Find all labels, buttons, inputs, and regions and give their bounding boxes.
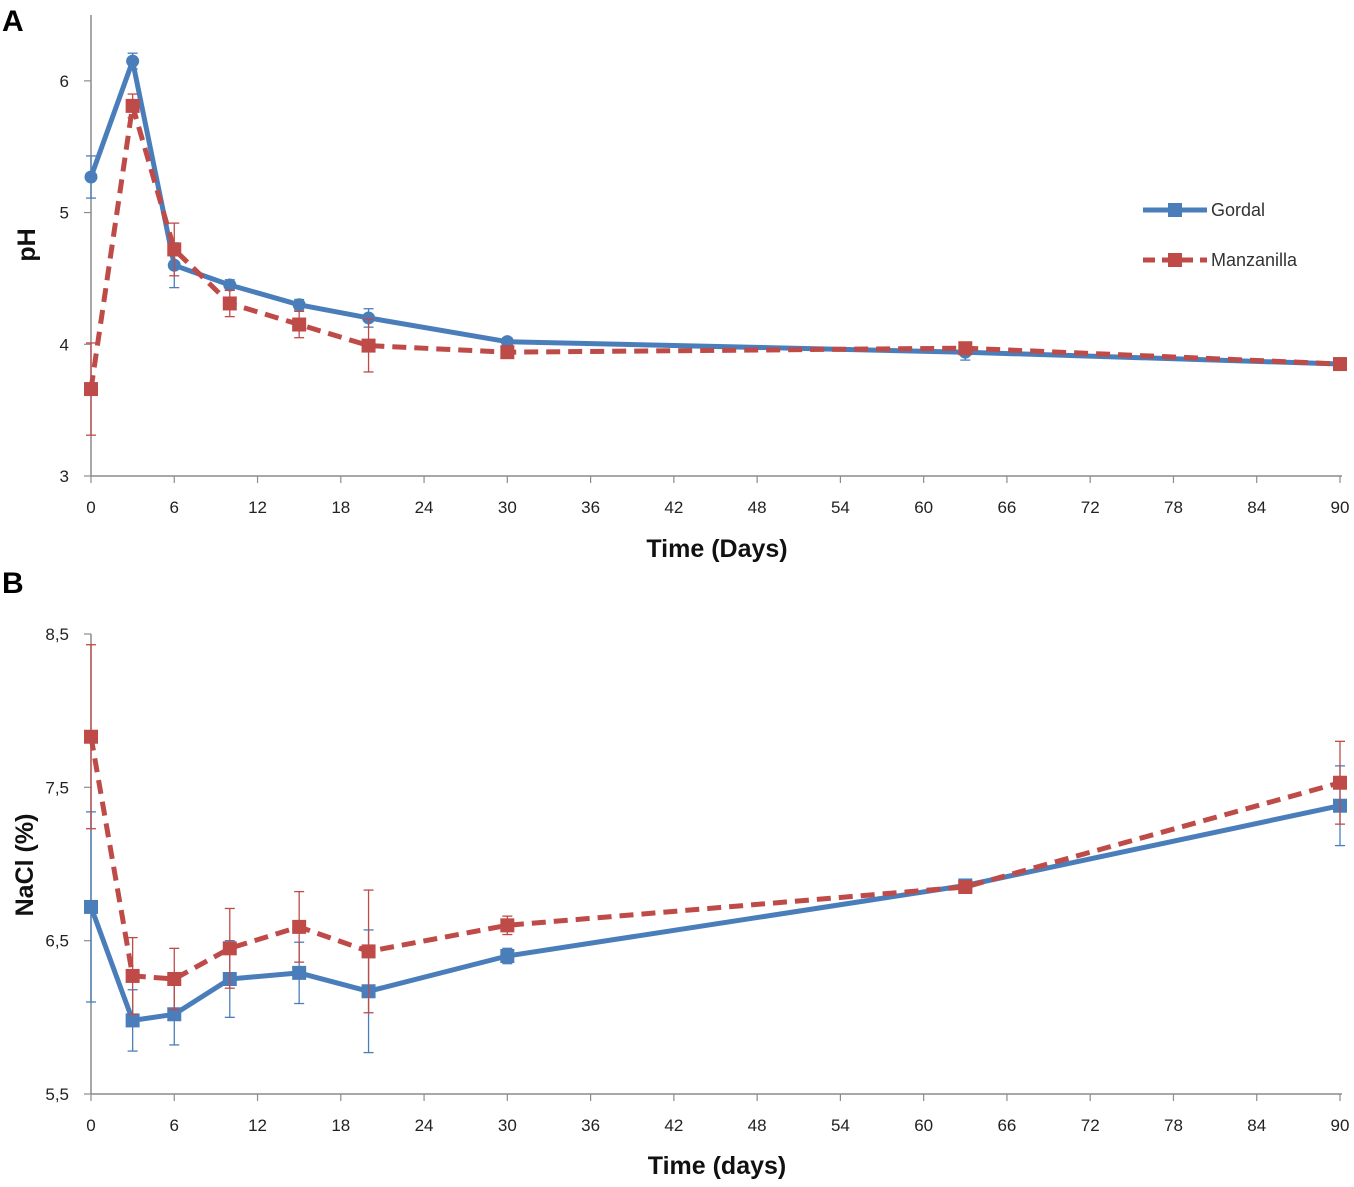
series-line-manzanilla	[88, 736, 1341, 982]
x-tick-label: 12	[248, 498, 267, 517]
panel-b-x-ticks: 0 6 12 18 24 30 36 42 48 54 60 66 72 78 84 90	[86, 1094, 1349, 1135]
legend-marker-manzanilla	[1168, 253, 1182, 267]
panel-a-axes	[90, 15, 1342, 477]
data-point-manzanilla	[84, 382, 98, 397]
x-tick-label: 30	[498, 1116, 517, 1135]
x-tick-label: 78	[1164, 498, 1183, 517]
panel-b-y-ticks: 5,5 6,5 7,5 8,5	[45, 625, 91, 1104]
x-tick-label: 60	[914, 1116, 933, 1135]
data-point-manzanilla	[1333, 357, 1347, 372]
data-point-gordal	[167, 1007, 182, 1022]
legend-label-manzanilla: Manzanilla	[1211, 250, 1298, 270]
panel-b-axes	[90, 634, 1342, 1095]
data-point-manzanilla	[222, 296, 237, 311]
panel-a-series	[84, 52, 1347, 436]
data-point-manzanilla	[361, 338, 376, 353]
panel-label-a: A	[2, 5, 24, 38]
data-point-gordal	[126, 54, 140, 68]
x-tick-label: 18	[331, 1116, 350, 1135]
x-tick-label: 48	[748, 498, 767, 517]
data-point-manzanilla	[500, 345, 515, 360]
y-tick-label: 8,5	[45, 625, 69, 644]
data-point-gordal	[500, 949, 515, 963]
x-tick-label: 72	[1081, 498, 1100, 517]
x-tick-label: 12	[248, 1116, 267, 1135]
x-tick-label: 72	[1081, 1116, 1100, 1135]
series-manzanilla	[84, 644, 1347, 1015]
x-tick-label: 24	[415, 1116, 434, 1135]
y-tick-label: 3	[60, 467, 69, 486]
series-line-gordal	[88, 58, 1341, 367]
data-point-gordal	[292, 298, 306, 312]
x-tick-label: 60	[914, 498, 933, 517]
legend-label-gordal: Gordal	[1211, 200, 1265, 220]
x-tick-label: 24	[415, 498, 434, 517]
data-point-gordal	[84, 170, 98, 184]
data-point-manzanilla	[958, 341, 973, 356]
x-tick-label: 54	[831, 1116, 850, 1135]
x-tick-label: 0	[86, 1116, 95, 1135]
x-tick-label: 6	[170, 1116, 179, 1135]
data-point-manzanilla	[292, 317, 307, 332]
data-point-gordal	[500, 335, 514, 349]
series-manzanilla	[84, 93, 1347, 436]
x-tick-label: 48	[748, 1116, 767, 1135]
y-tick-label: 6	[60, 72, 69, 91]
x-tick-label: 66	[997, 1116, 1016, 1135]
y-tick-label: 5	[60, 204, 69, 223]
y-tick-label: 5,5	[45, 1085, 69, 1104]
data-point-manzanilla	[222, 941, 237, 956]
panel-a-x-ticks: 0 6 12 18 24 30 36 42 48 54 60 66 72 78 84 90	[86, 476, 1349, 517]
data-point-gordal	[125, 1013, 140, 1028]
data-point-manzanilla	[125, 98, 140, 113]
data-point-gordal	[292, 965, 307, 980]
data-point-gordal	[362, 311, 376, 325]
x-tick-label: 36	[581, 498, 600, 517]
x-tick-label: 42	[664, 1116, 683, 1135]
panel-label-b: B	[2, 567, 24, 600]
data-point-manzanilla	[167, 242, 182, 257]
data-point-manzanilla	[84, 729, 98, 744]
x-tick-label: 36	[581, 1116, 600, 1135]
x-axis-title-b: Time (days)	[648, 1152, 786, 1180]
x-tick-label: 84	[1247, 498, 1266, 517]
data-point-manzanilla	[167, 972, 182, 986]
data-point-manzanilla	[1333, 775, 1347, 790]
panel-b: B 0 6 12 18 24 30 36 42 48 54 60 66 72 78 84 90 5,5 6,5 7…	[2, 567, 1349, 1180]
y-tick-label: 4	[60, 335, 69, 354]
data-point-gordal	[84, 899, 98, 914]
y-axis-title-b: NaCl (%)	[11, 814, 39, 917]
legend: Gordal Manzanilla	[1143, 200, 1298, 270]
x-tick-label: 18	[331, 498, 350, 517]
x-axis-title-a: Time (Days)	[646, 535, 787, 563]
panel-a: A 0 6 12 18 24 30 36 42 48 54 60 66 72 78 84 90 3 4 5 6 Ti…	[2, 5, 1349, 563]
x-tick-label: 78	[1164, 1116, 1183, 1135]
x-tick-label: 90	[1331, 1116, 1350, 1135]
x-tick-label: 6	[170, 498, 179, 517]
x-tick-label: 0	[86, 498, 95, 517]
data-point-manzanilla	[292, 919, 307, 934]
data-point-gordal	[223, 278, 237, 292]
data-point-manzanilla	[500, 918, 515, 933]
y-axis-title-a: pH	[13, 228, 41, 261]
panel-a-y-ticks: 3 4 5 6	[60, 72, 91, 486]
x-tick-label: 66	[997, 498, 1016, 517]
x-tick-label: 30	[498, 498, 517, 517]
x-tick-label: 42	[664, 498, 683, 517]
legend-marker-gordal	[1168, 203, 1182, 217]
x-tick-label: 90	[1331, 498, 1350, 517]
data-point-manzanilla	[361, 944, 376, 959]
y-tick-label: 7,5	[45, 778, 69, 797]
x-tick-label: 54	[831, 498, 850, 517]
series-line-gordal	[88, 803, 1341, 1023]
data-point-manzanilla	[958, 880, 973, 894]
data-point-manzanilla	[125, 968, 140, 983]
panel-b-series	[84, 644, 1347, 1054]
y-tick-label: 6,5	[45, 932, 69, 951]
x-tick-label: 84	[1247, 1116, 1266, 1135]
